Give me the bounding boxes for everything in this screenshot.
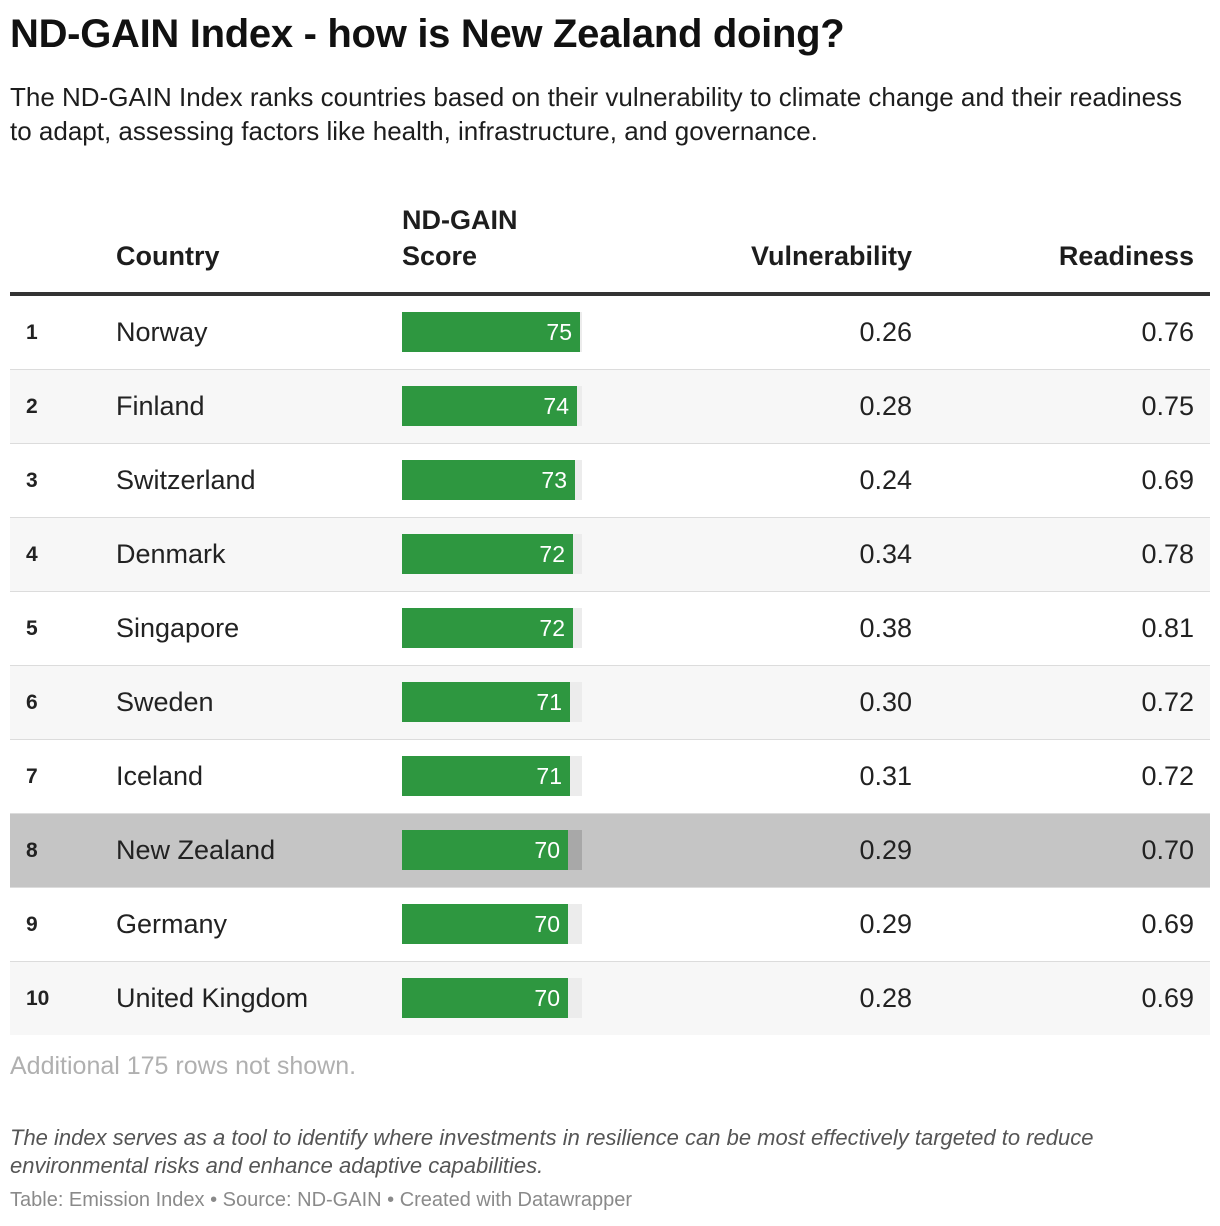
vulnerability-cell: 0.26	[859, 317, 912, 347]
score-bar	[402, 830, 568, 870]
table-row: 9 Germany 70 0.29 0.69	[10, 888, 1210, 962]
header-readiness[interactable]: Readiness	[1058, 241, 1194, 271]
country-cell: Finland	[116, 391, 205, 421]
vulnerability-cell: 0.34	[859, 539, 912, 569]
score-bar	[402, 682, 570, 722]
chart-footer: Table: Emission Index • Source: ND-GAIN …	[10, 1189, 633, 1211]
country-cell: Denmark	[116, 539, 226, 569]
score-bar-track: 75	[402, 312, 582, 352]
header-score-line1: ND-GAIN	[402, 205, 518, 235]
score-bar	[402, 312, 580, 352]
rank-cell: 9	[26, 913, 38, 936]
score-value-label: 70	[534, 985, 560, 1011]
table-row: 7 Iceland 71 0.31 0.72	[10, 740, 1210, 814]
header-country[interactable]: Country	[116, 241, 220, 271]
score-bar	[402, 904, 568, 944]
table-body: 1 Norway 75 0.26 0.76 2 Finland 74 0.28 0.75 3 Swit…	[10, 296, 1210, 1035]
vulnerability-cell: 0.24	[859, 465, 912, 495]
vulnerability-cell: 0.38	[859, 613, 912, 643]
chart-title: ND-GAIN Index - how is New Zealand doing…	[10, 12, 845, 56]
score-value-label: 71	[536, 689, 562, 715]
country-cell: Germany	[116, 909, 228, 939]
score-bar-track: 71	[402, 756, 582, 796]
readiness-cell: 0.75	[1141, 391, 1194, 421]
rank-cell: 10	[26, 987, 50, 1010]
country-cell: United Kingdom	[116, 983, 309, 1013]
score-bar	[402, 534, 573, 574]
table-row: 10 United Kingdom 70 0.28 0.69	[10, 962, 1210, 1035]
vulnerability-cell: 0.28	[859, 391, 912, 421]
score-bar	[402, 386, 577, 426]
header-score[interactable]: ND-GAIN Score	[402, 202, 562, 274]
readiness-cell: 0.69	[1141, 909, 1194, 939]
vulnerability-cell: 0.31	[859, 761, 912, 791]
vulnerability-cell: 0.28	[859, 983, 912, 1013]
country-cell: Sweden	[116, 687, 214, 717]
country-cell: Norway	[116, 317, 208, 347]
score-bar	[402, 756, 570, 796]
rank-cell: 8	[26, 839, 38, 862]
country-cell: Switzerland	[116, 465, 256, 495]
readiness-cell: 0.69	[1141, 465, 1194, 495]
score-bar-track: 72	[402, 534, 582, 574]
score-bar-track: 73	[402, 460, 582, 500]
score-value-label: 72	[539, 615, 565, 641]
table-row: 3 Switzerland 73 0.24 0.69	[10, 444, 1210, 518]
readiness-cell: 0.70	[1141, 835, 1194, 865]
vulnerability-cell: 0.29	[859, 835, 912, 865]
country-cell: Singapore	[116, 613, 240, 643]
score-bar-track: 71	[402, 682, 582, 722]
score-value-label: 70	[534, 911, 560, 937]
readiness-cell: 0.78	[1141, 539, 1194, 569]
score-value-label: 75	[546, 319, 572, 345]
table-header: Country ND-GAIN Score Vulnerability Read…	[10, 200, 1210, 296]
readiness-cell: 0.72	[1141, 761, 1194, 791]
score-bar-track: 70	[402, 978, 582, 1018]
score-value-label: 71	[536, 763, 562, 789]
table-row: 6 Sweden 71 0.30 0.72	[10, 666, 1210, 740]
table-row: 4 Denmark 72 0.34 0.78	[10, 518, 1210, 592]
rank-cell: 1	[26, 321, 38, 344]
rank-cell: 3	[26, 469, 38, 492]
rank-cell: 6	[26, 691, 38, 714]
score-bar-track: 74	[402, 386, 582, 426]
rank-cell: 2	[26, 395, 38, 418]
chart-subtitle: The ND-GAIN Index ranks countries based …	[10, 82, 1183, 146]
rank-cell: 4	[26, 543, 38, 566]
header-vulnerability[interactable]: Vulnerability	[750, 241, 912, 271]
score-bar	[402, 460, 575, 500]
header-score-line2: Score	[402, 241, 478, 271]
rank-cell: 5	[26, 617, 38, 640]
score-bar	[402, 978, 568, 1018]
country-cell: Iceland	[116, 761, 204, 791]
score-value-label: 74	[543, 393, 569, 419]
readiness-cell: 0.81	[1141, 613, 1194, 643]
table-row: 8 New Zealand 70 0.29 0.70	[10, 814, 1210, 888]
chart-description: The index serves as a tool to identify w…	[10, 1125, 1094, 1178]
country-cell: New Zealand	[116, 835, 276, 865]
readiness-cell: 0.69	[1141, 983, 1194, 1013]
table-row: 2 Finland 74 0.28 0.75	[10, 370, 1210, 444]
table-row: 1 Norway 75 0.26 0.76	[10, 296, 1210, 370]
readiness-cell: 0.76	[1141, 317, 1194, 347]
score-bar	[402, 608, 573, 648]
vulnerability-cell: 0.29	[859, 909, 912, 939]
rank-cell: 7	[26, 765, 38, 788]
score-value-label: 72	[539, 541, 565, 567]
score-value-label: 73	[541, 467, 567, 493]
rows-not-shown-note: Additional 175 rows not shown.	[10, 1052, 357, 1080]
score-value-label: 70	[534, 837, 560, 863]
readiness-cell: 0.72	[1141, 687, 1194, 717]
score-bar-track: 70	[402, 830, 582, 870]
score-bar-track: 70	[402, 904, 582, 944]
table-row: 5 Singapore 72 0.38 0.81	[10, 592, 1210, 666]
vulnerability-cell: 0.30	[859, 687, 912, 717]
score-bar-track: 72	[402, 608, 582, 648]
